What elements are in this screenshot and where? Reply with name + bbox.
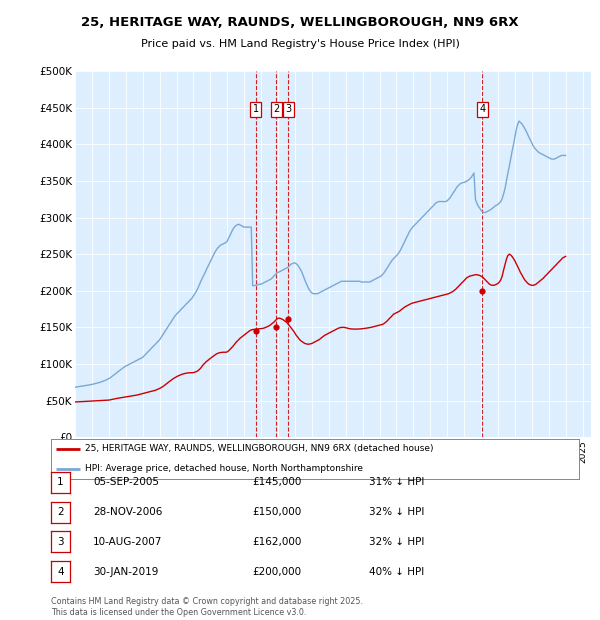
Text: 3: 3 — [57, 537, 64, 547]
Text: 25, HERITAGE WAY, RAUNDS, WELLINGBOROUGH, NN9 6RX: 25, HERITAGE WAY, RAUNDS, WELLINGBOROUGH… — [81, 16, 519, 29]
Text: 10-AUG-2007: 10-AUG-2007 — [93, 537, 163, 547]
Text: 4: 4 — [57, 567, 64, 577]
Text: 1: 1 — [253, 104, 259, 114]
Text: Contains HM Land Registry data © Crown copyright and database right 2025.
This d: Contains HM Land Registry data © Crown c… — [51, 598, 363, 617]
Text: 28-NOV-2006: 28-NOV-2006 — [93, 507, 163, 517]
Text: £145,000: £145,000 — [252, 477, 301, 487]
Text: £150,000: £150,000 — [252, 507, 301, 517]
Text: 4: 4 — [479, 104, 485, 114]
Text: 25, HERITAGE WAY, RAUNDS, WELLINGBOROUGH, NN9 6RX (detached house): 25, HERITAGE WAY, RAUNDS, WELLINGBOROUGH… — [85, 445, 434, 453]
Text: HPI: Average price, detached house, North Northamptonshire: HPI: Average price, detached house, Nort… — [85, 464, 364, 473]
Text: 1: 1 — [57, 477, 64, 487]
Text: 2: 2 — [57, 507, 64, 517]
Text: Price paid vs. HM Land Registry's House Price Index (HPI): Price paid vs. HM Land Registry's House … — [140, 39, 460, 49]
Text: 32% ↓ HPI: 32% ↓ HPI — [369, 537, 424, 547]
Text: 3: 3 — [285, 104, 292, 114]
Text: 32% ↓ HPI: 32% ↓ HPI — [369, 507, 424, 517]
Text: 30-JAN-2019: 30-JAN-2019 — [93, 567, 158, 577]
Text: 05-SEP-2005: 05-SEP-2005 — [93, 477, 159, 487]
Text: 2: 2 — [274, 104, 280, 114]
Text: 40% ↓ HPI: 40% ↓ HPI — [369, 567, 424, 577]
Text: £162,000: £162,000 — [252, 537, 301, 547]
Text: 31% ↓ HPI: 31% ↓ HPI — [369, 477, 424, 487]
Text: £200,000: £200,000 — [252, 567, 301, 577]
